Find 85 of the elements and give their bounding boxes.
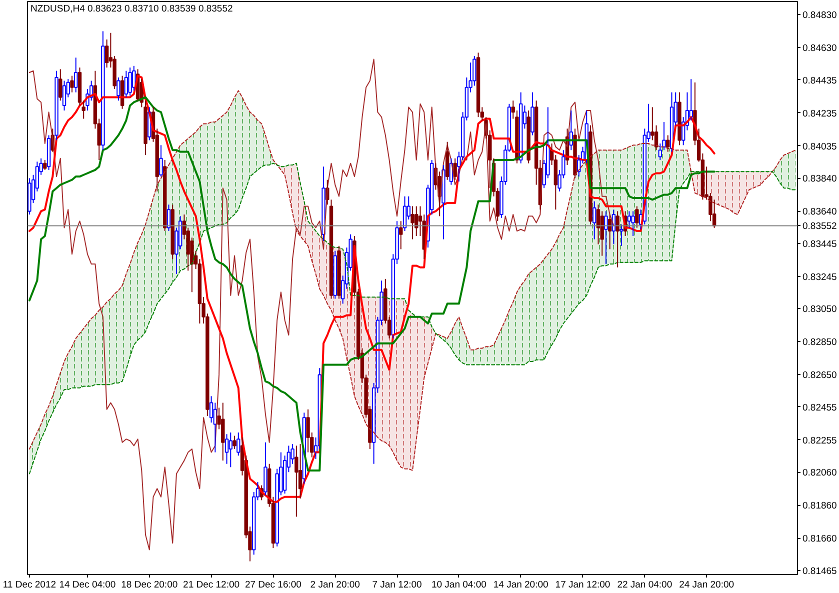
x-tick-label: 24 Jan 20:00	[679, 580, 734, 590]
candlestick	[198, 258, 202, 324]
candlestick	[515, 110, 519, 164]
y-tick-label: 0.82455	[802, 402, 837, 414]
y-tick-label: 0.82850	[802, 337, 837, 348]
candlestick	[290, 444, 294, 464]
x-tick-label: 11 Dec 2012	[2, 580, 56, 590]
x-tick-label: 18 Dec 20:00	[121, 580, 178, 590]
candlestick	[410, 206, 414, 240]
candlestick	[282, 455, 287, 494]
candlestick	[163, 160, 167, 232]
candlestick	[337, 245, 341, 300]
y-tick-label: 0.84235	[802, 108, 837, 120]
candlestick	[604, 210, 608, 265]
x-tick-label: 22 Jan 04:00	[617, 580, 672, 590]
candlestick	[112, 55, 116, 90]
candlestick	[275, 468, 279, 547]
y-tick-label: 0.83640	[802, 206, 837, 218]
x-tick-label: 2 Jan 20:00	[310, 580, 360, 590]
candlestick	[472, 55, 476, 86]
candlestick	[526, 110, 530, 164]
candlestick	[445, 141, 450, 180]
x-tick-label: 10 Jan 04:00	[431, 580, 486, 590]
y-tick-label: 0.83840	[802, 174, 837, 185]
y-tick-label: 0.82255	[802, 435, 837, 446]
candlestick	[600, 210, 604, 256]
chart-title: NZDUSD,H4 0.83623 0.83710 0.83539 0.83552	[30, 4, 233, 14]
candlestick	[708, 192, 712, 222]
y-tick-label: 0.82650	[802, 370, 837, 382]
candlestick	[306, 408, 310, 453]
candlestick	[74, 57, 78, 93]
x-tick-label: 21 Dec 12:00	[183, 580, 240, 590]
x-tick-label: 17 Jan 12:00	[555, 580, 610, 590]
candlestick	[221, 402, 225, 462]
x-tick-label: 27 Dec 16:00	[244, 580, 302, 590]
candlestick	[116, 76, 120, 102]
x-tick-label: 14 Jan 20:00	[493, 580, 548, 590]
ref-line-label: 0.83552	[802, 221, 837, 232]
y-tick-label: 0.81860	[802, 500, 837, 512]
candlestick	[453, 158, 457, 180]
y-tick-label: 0.84830	[802, 10, 837, 22]
y-tick-label: 0.83245	[802, 272, 837, 283]
candlestick	[54, 70, 58, 141]
y-tick-label: 0.81660	[802, 534, 837, 545]
candlestick	[476, 52, 480, 118]
candlestick	[631, 210, 635, 236]
y-tick-label: 0.84435	[802, 75, 837, 86]
candlestick	[442, 164, 446, 240]
candlestick	[228, 432, 232, 468]
y-tick-label: 0.82060	[802, 468, 837, 479]
candlestick	[128, 67, 132, 96]
candlestick	[28, 178, 32, 216]
candlestick	[70, 75, 74, 93]
candlestick	[678, 92, 682, 146]
candlestick	[666, 134, 670, 152]
candlestick	[58, 68, 62, 102]
candlestick	[62, 80, 66, 111]
candlestick	[209, 396, 214, 424]
candlestick	[232, 435, 236, 450]
candlestick	[658, 143, 662, 161]
y-tick-label: 0.83050	[802, 304, 837, 316]
y-tick-label: 0.83445	[802, 238, 837, 250]
candlestick	[530, 92, 534, 136]
candlestick	[46, 134, 51, 170]
line-series	[28, 58, 614, 550]
candlestick	[124, 70, 128, 98]
candlestick	[101, 30, 105, 151]
candlestick	[170, 204, 174, 260]
candlestick	[78, 67, 82, 106]
candlestick	[616, 210, 620, 268]
y-tick-label: 0.84035	[802, 141, 837, 152]
candlestick	[252, 491, 256, 556]
candlestick	[322, 166, 326, 242]
x-tick-label: 7 Jan 12:00	[372, 580, 422, 590]
candlestick	[662, 122, 666, 151]
candlestick	[236, 432, 240, 456]
candlestick	[224, 434, 229, 464]
y-tick-label: 0.81465	[802, 566, 837, 577]
y-tick-label: 0.84630	[802, 43, 837, 54]
candlestick	[333, 250, 337, 300]
candlestick	[592, 200, 596, 240]
x-tick-label: 14 Dec 04:00	[59, 580, 116, 590]
candlestick	[132, 65, 136, 92]
candlestick	[294, 445, 298, 518]
candlestick	[264, 442, 268, 496]
